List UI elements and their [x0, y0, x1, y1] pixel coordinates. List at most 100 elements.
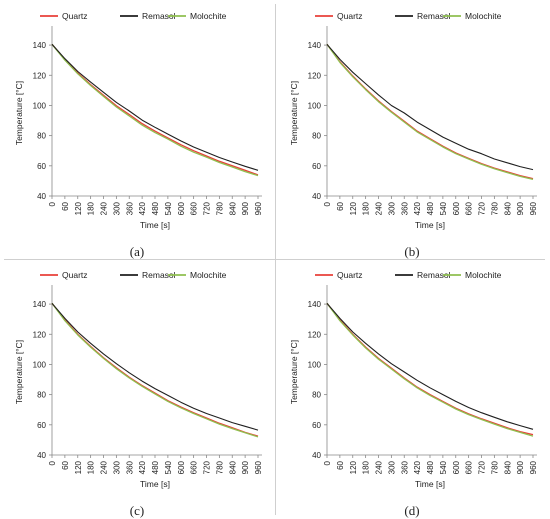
x-tick-label: 420 — [138, 460, 147, 474]
y-tick-label: 120 — [33, 330, 47, 339]
y-tick-label: 60 — [37, 421, 46, 430]
x-tick-label: 900 — [241, 201, 250, 215]
series-line-quartz — [326, 43, 534, 180]
series-line-quartz — [51, 302, 259, 437]
x-tick-label: 120 — [349, 201, 358, 215]
legend-label-quartz: Quartz — [62, 11, 88, 21]
x-tick-label: 480 — [426, 201, 435, 215]
chart-c: 40 60 80 100 120 140 0 60 120 180 240 300 360 420 480 5… — [14, 270, 263, 518]
x-tick-label: 240 — [375, 201, 384, 215]
chart-panel-c: 40 60 80 100 120 140 0 60 120 180 240 300 360 420 480 5… — [0, 259, 275, 518]
x-tick-label: 960 — [254, 460, 263, 474]
x-tick-label: 840 — [503, 201, 512, 215]
legend-label-quartz: Quartz — [337, 11, 363, 21]
series-line-remasol — [51, 302, 259, 431]
x-tick-label: 780 — [490, 460, 499, 474]
y-tick-label: 140 — [308, 41, 322, 50]
legend-label-quartz: Quartz — [62, 270, 88, 280]
x-tick-label: 780 — [215, 460, 224, 474]
x-tick-label: 480 — [151, 201, 160, 215]
series-line-molochite — [326, 43, 534, 181]
x-tick-label: 540 — [439, 201, 448, 215]
x-tick-label: 60 — [61, 460, 70, 469]
x-tick-label: 780 — [215, 201, 224, 215]
x-tick-label: 60 — [336, 460, 345, 469]
x-tick-label: 0 — [48, 201, 57, 206]
y-axis-label: Temperature [°C] — [14, 340, 24, 404]
chart-panel-d: 40 60 80 100 120 140 0 60 120 180 240 300 360 420 480 5… — [275, 259, 550, 518]
x-tick-label: 420 — [138, 201, 147, 215]
x-tick-label: 540 — [164, 201, 173, 215]
y-tick-label: 120 — [33, 71, 47, 80]
x-tick-label: 840 — [503, 460, 512, 474]
y-tick-label: 100 — [33, 360, 47, 369]
x-tick-label: 720 — [478, 201, 487, 215]
x-tick-label: 480 — [426, 460, 435, 474]
x-tick-label: 600 — [452, 460, 461, 474]
x-axis-label: Time [s] — [415, 479, 445, 489]
series-line-molochite — [51, 43, 259, 177]
x-tick-label: 300 — [387, 460, 396, 474]
y-tick-label: 40 — [37, 451, 46, 460]
x-tick-label: 600 — [177, 460, 186, 474]
chart-panel-b: 40 60 80 100 120 140 0 60 120 180 240 300 360 420 480 5… — [275, 0, 550, 259]
x-tick-label: 900 — [516, 460, 525, 474]
series-line-molochite — [51, 302, 259, 438]
series-line-remasol — [326, 43, 534, 171]
y-tick-label: 60 — [312, 421, 321, 430]
x-tick-label: 300 — [387, 201, 396, 215]
y-tick-label: 140 — [33, 300, 47, 309]
y-tick-label: 100 — [308, 101, 322, 110]
y-tick-label: 140 — [33, 41, 47, 50]
legend-label-remasol: Remasol — [142, 270, 176, 280]
x-tick-label: 660 — [465, 201, 474, 215]
x-tick-label: 540 — [439, 460, 448, 474]
x-tick-label: 720 — [478, 460, 487, 474]
series-line-remasol — [326, 302, 534, 430]
y-tick-label: 100 — [33, 101, 47, 110]
y-tick-label: 120 — [308, 71, 322, 80]
y-tick-label: 100 — [308, 360, 322, 369]
x-tick-label: 60 — [336, 201, 345, 210]
chart-panel-a: 40 60 80 100 120 140 0 60 120 180 240 300 360 420 480 5… — [0, 0, 275, 259]
y-tick-label: 120 — [308, 330, 322, 339]
x-tick-label: 180 — [87, 460, 96, 474]
panel-caption: (a) — [130, 244, 144, 259]
x-tick-label: 420 — [413, 460, 422, 474]
x-tick-label: 960 — [529, 201, 538, 215]
x-tick-label: 300 — [112, 201, 121, 215]
y-tick-label: 140 — [308, 300, 322, 309]
x-tick-label: 180 — [87, 201, 96, 215]
x-tick-label: 960 — [529, 460, 538, 474]
x-tick-label: 540 — [164, 460, 173, 474]
x-tick-label: 240 — [100, 460, 109, 474]
panel-divider-horizontal — [4, 259, 545, 260]
x-tick-label: 780 — [490, 201, 499, 215]
y-tick-label: 80 — [312, 391, 321, 400]
y-tick-label: 40 — [37, 192, 46, 201]
legend-label-remasol: Remasol — [417, 270, 451, 280]
y-tick-label: 80 — [37, 132, 46, 141]
panel-divider-vertical — [275, 4, 276, 515]
panel-caption: (d) — [404, 503, 419, 518]
chart-d: 40 60 80 100 120 140 0 60 120 180 240 300 360 420 480 5… — [289, 270, 538, 518]
x-tick-label: 960 — [254, 201, 263, 215]
y-axis-label: Temperature [°C] — [289, 81, 299, 145]
x-axis-label: Time [s] — [415, 220, 445, 230]
series-line-quartz — [51, 43, 259, 176]
series-line-remasol — [51, 43, 259, 171]
x-tick-label: 120 — [349, 460, 358, 474]
x-tick-label: 0 — [323, 460, 332, 465]
x-tick-label: 840 — [228, 460, 237, 474]
legend-label-molochite: Molochite — [465, 11, 502, 21]
legend-label-molochite: Molochite — [190, 11, 227, 21]
x-tick-label: 900 — [241, 460, 250, 474]
x-tick-label: 600 — [177, 201, 186, 215]
legend-label-quartz: Quartz — [337, 270, 363, 280]
x-tick-label: 0 — [323, 201, 332, 206]
series-line-molochite — [326, 302, 534, 437]
x-tick-label: 240 — [100, 201, 109, 215]
y-tick-label: 80 — [312, 132, 321, 141]
x-tick-label: 420 — [413, 201, 422, 215]
